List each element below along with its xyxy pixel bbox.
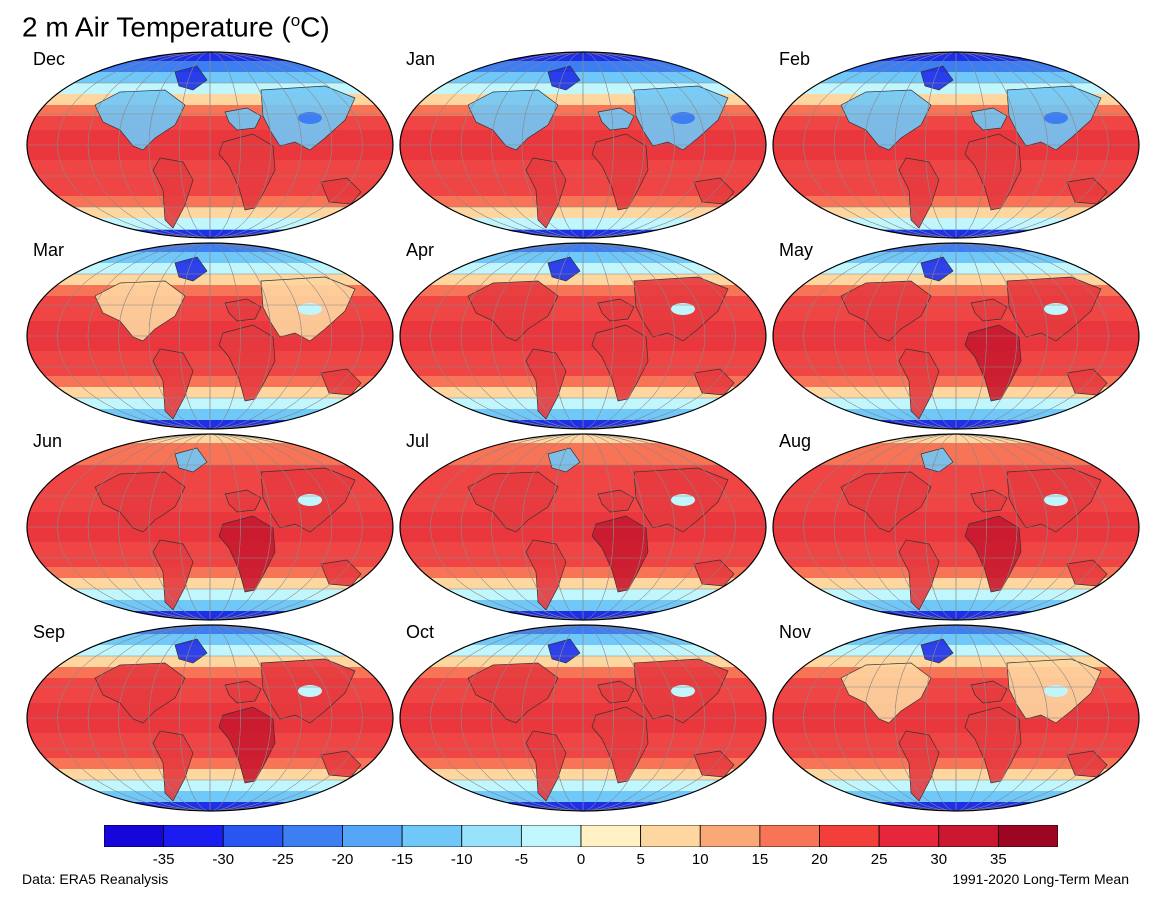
colorbar-swatch xyxy=(878,825,940,847)
world-map xyxy=(26,624,394,812)
colorbar-swatch xyxy=(282,825,343,847)
month-label: Dec xyxy=(33,49,66,69)
colorbar xyxy=(104,825,1058,847)
map-panel-dec: Dec xyxy=(25,49,395,240)
map-panel-apr: Apr xyxy=(398,240,768,431)
world-map xyxy=(772,242,1140,430)
map-panel-mar: Mar xyxy=(25,240,395,431)
title-main: 2 m Air Temperature ( xyxy=(22,11,291,43)
map-panel-nov: Nov xyxy=(771,622,1141,813)
month-label: Apr xyxy=(406,240,435,260)
title-degree: o xyxy=(290,11,301,30)
map-panel-oct: Oct xyxy=(398,622,768,813)
colorbar-tick-label: -20 xyxy=(331,851,354,868)
colorbar-swatch xyxy=(819,825,880,847)
map-panel-feb: Feb xyxy=(771,49,1141,240)
month-label: Aug xyxy=(779,431,812,451)
colorbar-tick-label: 5 xyxy=(636,851,645,868)
month-label: Sep xyxy=(33,622,66,642)
world-map xyxy=(399,433,767,621)
month-label: Jul xyxy=(406,431,430,451)
colorbar-swatch xyxy=(461,825,522,847)
map-panel-may: May xyxy=(771,240,1141,431)
colorbar-tick-label: 35 xyxy=(990,851,1007,868)
colorbar-tick-label: 0 xyxy=(576,851,586,868)
month-label: Feb xyxy=(779,49,811,69)
world-map xyxy=(399,624,767,812)
world-map xyxy=(399,51,767,239)
colorbar-swatch xyxy=(163,825,224,847)
colorbar-swatch xyxy=(699,825,761,847)
colorbar-swatch xyxy=(401,825,463,847)
colorbar-tick-label: -35 xyxy=(152,851,175,868)
colorbar-swatch xyxy=(222,825,284,847)
colorbar-tick-label: 10 xyxy=(691,851,709,868)
world-map xyxy=(772,51,1140,239)
colorbar-swatch xyxy=(997,825,1058,847)
world-map xyxy=(772,624,1140,812)
map-panel-aug: Aug xyxy=(771,431,1141,622)
colorbar-tick-label: -15 xyxy=(391,851,413,868)
map-panel-jan: Jan xyxy=(398,49,768,240)
month-label: Jan xyxy=(406,49,436,69)
month-label: May xyxy=(779,240,814,260)
title-end: C) xyxy=(300,11,330,43)
colorbar-tick-label: 30 xyxy=(930,851,948,868)
colorbar-swatch xyxy=(938,825,999,847)
month-label: Oct xyxy=(406,622,435,642)
colorbar-tick-label: 20 xyxy=(811,851,828,868)
world-map xyxy=(399,242,767,430)
map-panel-jul: Jul xyxy=(398,431,768,622)
colorbar-swatch xyxy=(640,825,701,847)
month-label: Nov xyxy=(779,622,812,642)
colorbar-tick-label: -30 xyxy=(212,851,235,868)
map-panel-jun: Jun xyxy=(25,431,395,622)
colorbar-tick-label: -25 xyxy=(272,851,294,868)
colorbar-swatch xyxy=(520,825,582,847)
world-map xyxy=(26,51,394,239)
colorbar-swatch xyxy=(759,825,820,847)
colorbar-swatch xyxy=(104,825,165,847)
page-title: 2 m Air Temperature (oC) xyxy=(22,4,330,44)
colorbar-swatch xyxy=(342,825,403,847)
world-map xyxy=(26,433,394,621)
world-map xyxy=(772,433,1140,621)
colorbar-tick-label: -5 xyxy=(514,851,529,868)
colorbar-tick-label: 15 xyxy=(751,851,769,868)
world-map xyxy=(26,242,394,430)
map-panel-sep: Sep xyxy=(25,622,395,813)
colorbar-tick-label: 25 xyxy=(870,851,888,868)
colorbar-tick-label: -10 xyxy=(450,851,473,868)
month-label: Mar xyxy=(33,240,64,260)
period-note: 1991-2020 Long-Term Mean xyxy=(952,871,1129,887)
month-label: Jun xyxy=(33,431,63,451)
colorbar-swatch xyxy=(580,825,642,847)
data-source: Data: ERA5 Reanalysis xyxy=(22,871,169,887)
